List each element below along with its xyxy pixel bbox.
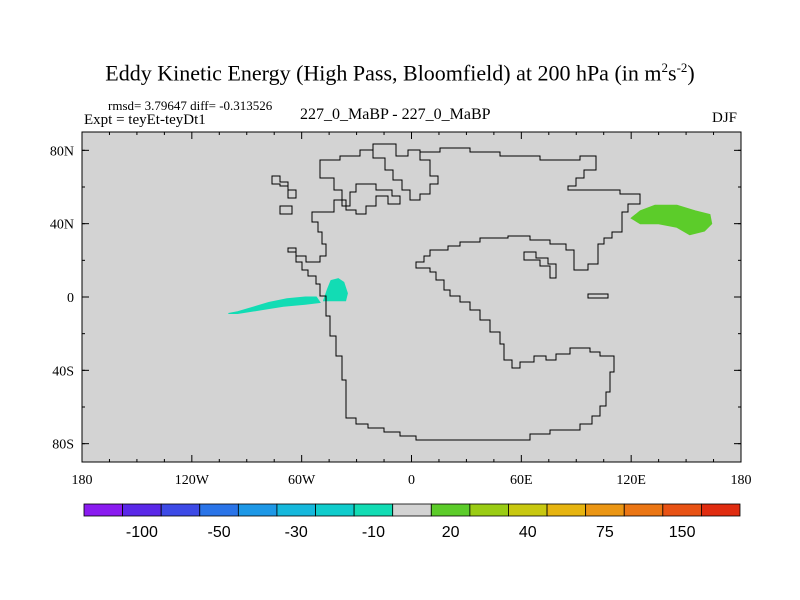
colorbar: -100 -50 -30 -10 20 40 75 150 [83, 503, 741, 541]
experiment-label: Expt = teyEt-teyDt1 [84, 112, 206, 128]
season-label: DJF [712, 110, 738, 126]
region-tropical-east-pacific-negative [228, 296, 321, 314]
region-tropical-atlantic-negative [322, 278, 348, 302]
colorbar-label: -100 [126, 524, 158, 541]
y-tick-label: 80N [50, 144, 74, 159]
colorbar-swatch [508, 503, 548, 517]
stats-text: rmsd= 3.79647 diff= -0.313526 [108, 98, 273, 113]
y-tick-label: 80S [52, 438, 74, 453]
x-axis: 180 120W 60W 0 60E 120E 180 [72, 132, 752, 488]
colorbar-swatch [353, 503, 394, 517]
x-tick-label: 120W [175, 473, 210, 488]
anomaly-regions [228, 204, 713, 314]
colorbar-label: -30 [285, 524, 308, 541]
colorbar-swatch [662, 503, 702, 517]
y-tick-label: 0 [67, 291, 74, 306]
colorbar-swatch [430, 503, 471, 517]
center-label: 227_0_MaBP - 227_0_MaBP [300, 106, 491, 123]
colorbar-swatch [585, 503, 625, 517]
x-tick-label: 180 [731, 473, 752, 488]
colorbar-label: 75 [596, 524, 614, 541]
y-axis: 80N 40N 0 40S 80S [50, 144, 741, 453]
colorbar-swatch [83, 503, 123, 517]
x-tick-label: 180 [72, 473, 93, 488]
y-tick-label: 40S [52, 364, 74, 379]
colorbar-label: -50 [207, 524, 230, 541]
colorbar-swatch [546, 503, 587, 517]
colorbar-label: 20 [442, 524, 460, 541]
colorbar-swatch [623, 503, 664, 517]
colorbar-swatch [199, 503, 239, 517]
colorbar-swatch [469, 503, 509, 517]
colorbar-label: 150 [669, 524, 696, 541]
colorbar-swatch [122, 503, 162, 517]
plot-background [82, 132, 741, 462]
colorbar-label: -10 [362, 524, 385, 541]
colorbar-swatch [392, 503, 432, 517]
x-tick-label: 0 [408, 473, 415, 488]
region-nw-pacific-positive [630, 204, 713, 236]
colorbar-swatch [315, 503, 355, 517]
x-tick-label: 60E [510, 473, 533, 488]
colorbar-swatch [701, 503, 741, 517]
x-tick-label: 120E [616, 473, 646, 488]
colorbar-label: 40 [519, 524, 537, 541]
colorbar-swatch [160, 503, 201, 517]
chart-title: Eddy Kinetic Energy (High Pass, Bloomfie… [105, 60, 695, 86]
colorbar-swatch [237, 503, 278, 517]
y-tick-label: 40N [50, 218, 74, 233]
coastline [271, 143, 641, 441]
colorbar-swatch [276, 503, 316, 517]
x-tick-label: 60W [288, 473, 316, 488]
